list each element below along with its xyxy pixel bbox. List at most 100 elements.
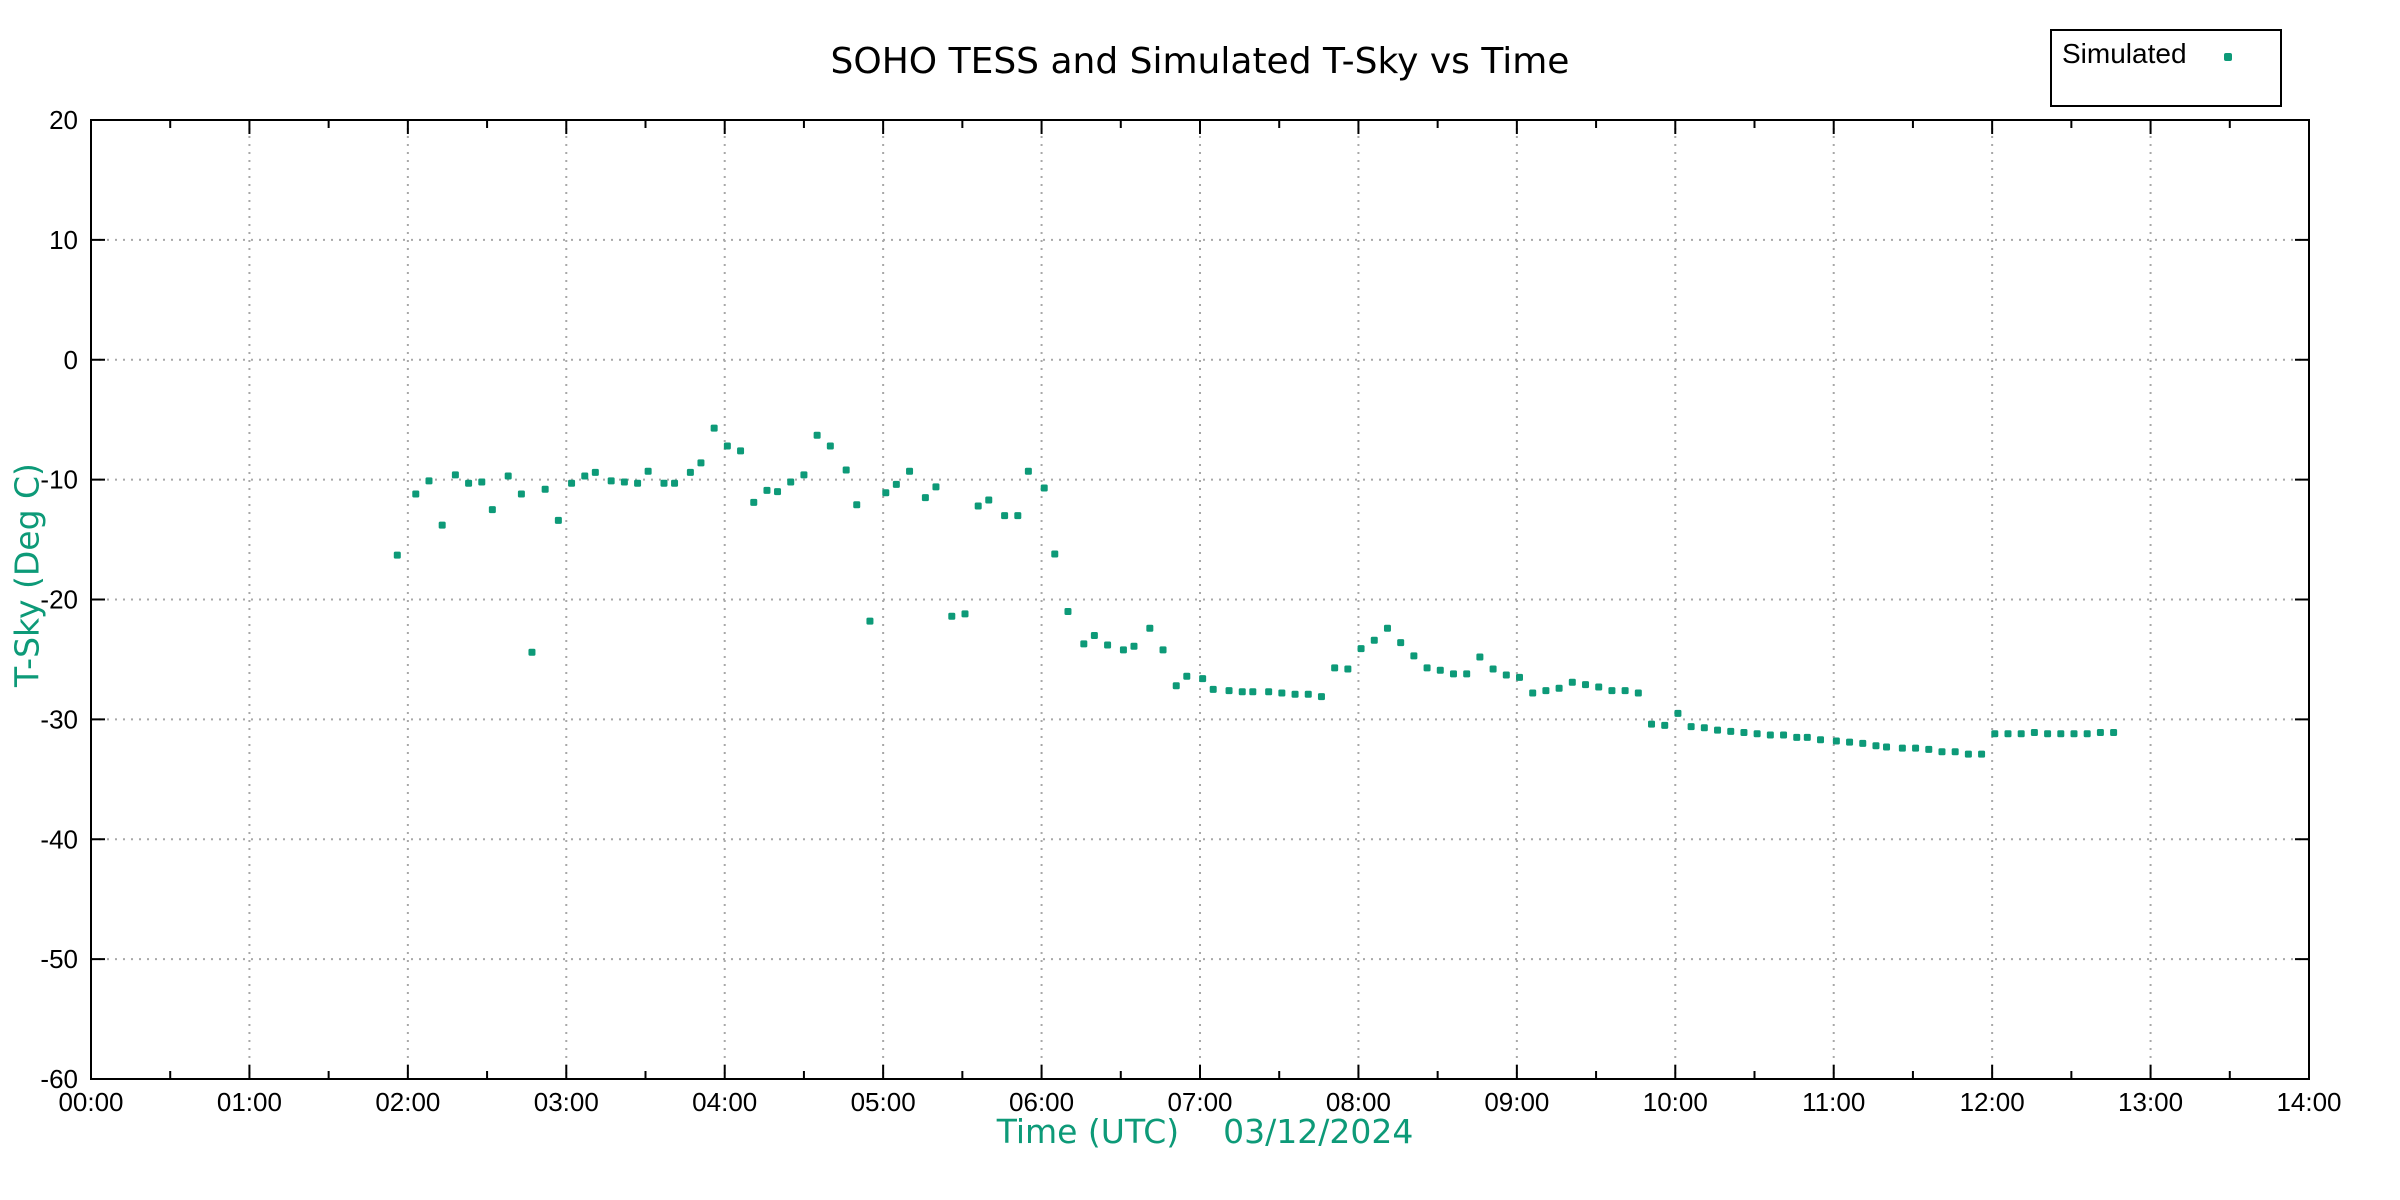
data-point — [1225, 687, 1233, 695]
data-point — [1199, 675, 1207, 683]
data-point — [1529, 689, 1537, 697]
data-point — [1674, 709, 1682, 717]
data-point — [763, 486, 771, 494]
x-axis-label: Time (UTC) — [996, 1112, 1180, 1151]
data-point — [2110, 729, 2118, 737]
data-point — [921, 494, 929, 502]
data-point — [488, 506, 496, 514]
data-point — [1753, 730, 1761, 738]
data-point — [1925, 745, 1933, 753]
data-point — [1051, 550, 1059, 558]
data-point — [697, 459, 705, 467]
data-point — [517, 490, 525, 498]
x-axis-caption: Time (UTC) 03/12/2024 — [0, 1112, 2400, 1151]
data-point — [1172, 682, 1180, 690]
data-point — [948, 612, 956, 620]
data-point — [1344, 665, 1352, 673]
data-point — [710, 424, 718, 432]
x-tick-label: 01:00 — [217, 1087, 282, 1117]
data-point — [2070, 730, 2078, 738]
data-point — [1383, 624, 1391, 632]
data-point — [1304, 690, 1312, 698]
legend-series-label: Simulated — [2062, 38, 2187, 69]
data-point — [1608, 687, 1616, 695]
y-tick-label: 20 — [49, 105, 78, 135]
x-tick-label: 09:00 — [1484, 1087, 1549, 1117]
legend-point-marker-icon — [2224, 53, 2232, 61]
data-point — [1357, 645, 1365, 653]
data-point — [686, 468, 694, 476]
x-tick-label: 10:00 — [1643, 1087, 1708, 1117]
data-point — [1423, 664, 1431, 672]
data-point — [1436, 666, 1444, 674]
data-point — [1119, 646, 1127, 654]
data-point — [1595, 683, 1603, 691]
data-point — [1014, 512, 1022, 520]
x-axis-date: 03/12/2024 — [1223, 1112, 1414, 1151]
data-point — [985, 496, 993, 504]
data-point — [1621, 687, 1629, 695]
data-point — [813, 431, 821, 439]
data-point — [1183, 672, 1191, 680]
data-point — [478, 478, 486, 486]
data-point — [961, 610, 969, 618]
data-point — [644, 467, 652, 475]
data-point — [634, 479, 642, 487]
data-point — [393, 551, 401, 559]
data-point — [866, 617, 874, 625]
data-point — [1883, 743, 1891, 751]
data-point — [1159, 646, 1167, 654]
data-point — [2004, 730, 2012, 738]
y-tick-label: -50 — [40, 944, 78, 974]
data-point — [1397, 639, 1405, 647]
data-point — [1898, 744, 1906, 752]
data-point — [1978, 750, 1986, 758]
data-point — [737, 447, 745, 455]
data-point — [660, 479, 668, 487]
data-point — [774, 488, 782, 496]
data-point — [1634, 689, 1642, 697]
data-point — [1040, 484, 1048, 492]
data-point — [1130, 642, 1138, 650]
data-point — [504, 472, 512, 480]
y-tick-label: -30 — [40, 704, 78, 734]
data-point — [1024, 467, 1032, 475]
data-point — [853, 501, 861, 509]
data-point — [1064, 607, 1072, 615]
data-point — [1090, 631, 1098, 639]
x-tick-label: 14:00 — [2276, 1087, 2341, 1117]
x-tick-label: 11:00 — [1802, 1087, 1865, 1117]
x-tick-label: 12:00 — [1960, 1087, 2025, 1117]
data-point — [2030, 729, 2038, 737]
data-point — [1317, 693, 1325, 701]
data-point — [1780, 731, 1788, 739]
x-tick-label: 03:00 — [534, 1087, 599, 1117]
data-point — [1410, 652, 1418, 660]
data-point — [1209, 685, 1217, 693]
data-point — [1766, 731, 1774, 739]
data-point — [620, 478, 628, 486]
data-point — [1582, 681, 1590, 689]
x-tick-label: 00:00 — [58, 1087, 123, 1117]
data-point — [1249, 688, 1257, 696]
data-point — [581, 472, 589, 480]
data-point — [1265, 688, 1273, 696]
data-point — [1449, 670, 1457, 678]
data-point — [1727, 727, 1735, 735]
data-point — [974, 502, 982, 510]
data-point — [1370, 636, 1378, 644]
y-tick-label: -40 — [40, 824, 78, 854]
data-point — [1793, 733, 1801, 741]
data-point — [2083, 730, 2091, 738]
x-tick-label: 13:00 — [2118, 1087, 2183, 1117]
data-point — [2017, 730, 2025, 738]
data-point — [1700, 724, 1708, 732]
data-point — [1555, 684, 1563, 692]
x-tick-label: 05:00 — [851, 1087, 916, 1117]
data-point — [607, 477, 615, 485]
x-tick-label: 08:00 — [1326, 1087, 1391, 1117]
data-point — [1872, 742, 1880, 750]
data-point — [1912, 744, 1920, 752]
data-point — [1803, 733, 1811, 741]
